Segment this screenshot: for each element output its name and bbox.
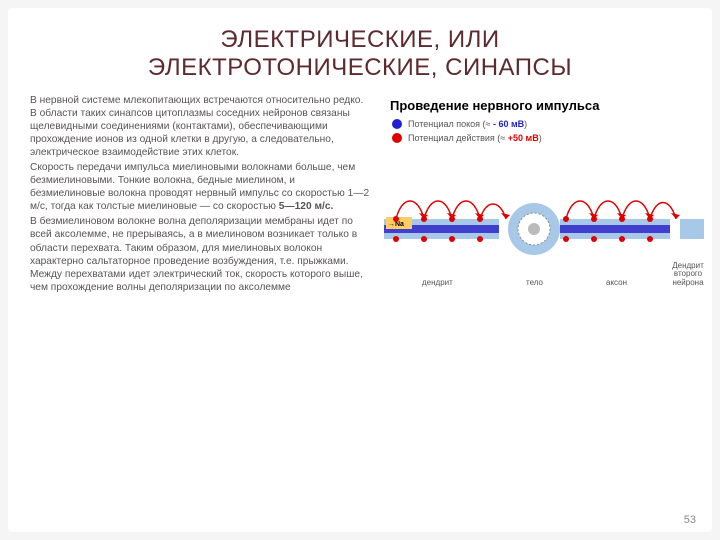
ndb1 (393, 236, 399, 242)
legend-text-action: Потенциал действия (≈ +50 мВ) (408, 133, 542, 143)
p2-bold: 5—120 м/с. (276, 201, 333, 212)
label-axon: аксон (606, 278, 627, 287)
l1-value: +50 мВ (508, 133, 539, 143)
diagram-column: Проведение нервного импульса Потенциал п… (384, 94, 704, 296)
paragraph-2: Скорость передачи импульса миелиновыми в… (30, 161, 370, 213)
l0-value: - 60 мВ (493, 119, 524, 129)
body-text-column: В нервной системе мле­копитающих встреча… (30, 94, 370, 296)
label-second-dendrite: Дендрит второго нейрона (668, 262, 708, 287)
nd2 (421, 216, 427, 222)
arc7 (622, 201, 650, 219)
arc5 (566, 201, 594, 219)
ndb4 (477, 236, 483, 242)
ndb3 (449, 236, 455, 242)
nd4 (477, 216, 483, 222)
arc1 (396, 201, 424, 219)
nerve-svg: →Na (384, 177, 704, 287)
legend-dot-blue (392, 119, 402, 129)
nd5 (563, 216, 569, 222)
legend-row-action: Потенциал действия (≈ +50 мВ) (392, 133, 704, 143)
ndb5 (563, 236, 569, 242)
l1-close: ) (539, 133, 542, 143)
title-line2: ЭЛЕКТРОТОНИЧЕСКИЕ, СИНАПСЫ (148, 54, 572, 81)
nd3 (449, 216, 455, 222)
ndb8 (647, 236, 653, 242)
paragraph-1: В нервной системе мле­копитающих встреча… (30, 94, 370, 159)
nucleus (528, 223, 540, 235)
ndb2 (421, 236, 427, 242)
slide: ЭЛЕКТРИЧЕСКИЕ, ИЛИ ЭЛЕКТРОТОНИЧЕСКИЕ, СИ… (8, 8, 712, 532)
slide-title: ЭЛЕКТРИЧЕСКИЕ, ИЛИ ЭЛЕКТРОТОНИЧЕСКИЕ, СИ… (30, 26, 690, 82)
l0-label: Потенциал покоя (≈ (408, 119, 490, 129)
nerve-diagram: →Na (384, 177, 704, 287)
ndb7 (619, 236, 625, 242)
title-line1: ЭЛЕКТРИЧЕСКИЕ, ИЛИ (220, 26, 499, 53)
nd8 (647, 216, 653, 222)
legend-dot-red (392, 133, 402, 143)
paragraph-3: В безмиелиновом волокне волна деполяриза… (30, 215, 370, 293)
arc2 (424, 201, 452, 219)
nd7 (619, 216, 625, 222)
axon-inner (560, 225, 670, 233)
arc3 (452, 201, 480, 219)
legend: Потенциал покоя (≈ - 60 мВ) Потенциал де… (384, 119, 704, 143)
nd1 (393, 216, 399, 222)
ah8 (671, 213, 680, 219)
legend-text-rest: Потенциал покоя (≈ - 60 мВ) (408, 119, 527, 129)
diagram-title: Проведение нервного импульса (384, 98, 704, 113)
page-number: 53 (684, 514, 696, 526)
ah4 (501, 213, 510, 219)
l1-label: Потенциал действия (≈ (408, 133, 505, 143)
arc8 (650, 203, 676, 220)
ndb6 (591, 236, 597, 242)
l0-close: ) (524, 119, 527, 129)
label-dendrite: дендрит (422, 278, 453, 287)
nd6 (591, 216, 597, 222)
content-row: В нервной системе мле­копитающих встреча… (30, 94, 690, 296)
na-text: →Na (388, 221, 404, 228)
dendrite2-rect (680, 219, 704, 239)
arc4 (480, 204, 506, 219)
label-body: тело (526, 278, 543, 287)
legend-row-rest: Потенциал покоя (≈ - 60 мВ) (392, 119, 704, 129)
arc6 (594, 201, 622, 219)
